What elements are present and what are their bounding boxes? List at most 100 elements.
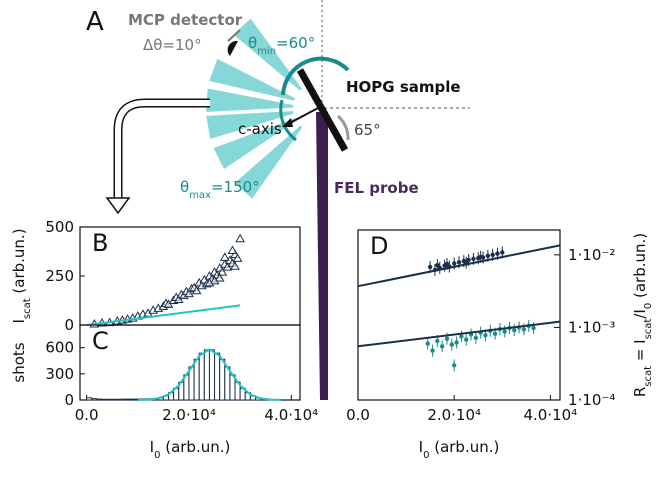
detector-wedge	[206, 88, 294, 112]
label: Δθ=10°	[143, 36, 202, 54]
data-point	[439, 344, 445, 349]
hist-bar	[86, 397, 93, 401]
label: θmax=150°	[180, 178, 260, 201]
hist-bar	[203, 349, 210, 401]
angle-arc	[336, 114, 350, 141]
hist-bar	[132, 398, 139, 401]
data-point	[204, 277, 215, 287]
data-point	[430, 348, 435, 353]
fel-beam	[316, 112, 328, 400]
data-point	[444, 336, 450, 341]
arrow-head	[282, 118, 293, 127]
y-tick-label: 250	[45, 267, 74, 285]
data-point	[490, 252, 495, 258]
panel-letter: B	[92, 229, 108, 257]
hist-bar	[198, 352, 205, 401]
y-tick-label: 500	[45, 218, 74, 236]
x-tick-label: 0.0	[75, 406, 99, 424]
c-axis-arrow	[287, 107, 319, 125]
data-point	[495, 251, 500, 256]
hist-bar	[188, 366, 195, 401]
x-tick-label: 2.0·10⁴	[162, 406, 216, 424]
hist-bar	[116, 398, 123, 401]
detector-wedge	[233, 18, 302, 91]
label-part: (arb.un.)	[10, 228, 28, 298]
y-axis-label: shots	[10, 342, 28, 382]
data-point	[214, 272, 225, 282]
data-point	[480, 255, 486, 260]
data-point	[485, 253, 491, 259]
data-point	[230, 261, 240, 270]
flow-arrow-inner	[115, 100, 210, 199]
data-point	[227, 245, 238, 255]
data-point	[459, 334, 464, 339]
detector-wedge	[206, 111, 294, 139]
data-point	[451, 363, 457, 368]
data-point	[466, 257, 471, 263]
data-point	[492, 331, 498, 336]
label-part: /I	[631, 309, 649, 318]
x-tick-label: 4.0·10⁴	[264, 406, 318, 424]
label-part: I	[10, 319, 28, 323]
theta-arc	[281, 56, 350, 96]
label-part: R	[631, 387, 649, 397]
flow-arrow	[113, 98, 210, 198]
label-part: scat	[643, 366, 654, 387]
data-point	[184, 288, 194, 298]
label-part: scat	[22, 298, 33, 319]
data-point	[232, 253, 243, 262]
data-point	[483, 333, 488, 338]
data-point	[456, 260, 462, 265]
label: θmin=60°	[248, 34, 315, 57]
detector-wedge	[209, 58, 295, 101]
y-tick-label: 1·10⁻²	[568, 246, 615, 264]
x-axis-label: I0 (arb.un.)	[150, 438, 231, 461]
fit-line	[137, 348, 282, 401]
panel-letter: A	[86, 7, 104, 37]
data-point	[435, 338, 440, 344]
label-part: = I	[631, 339, 649, 366]
label-part: 0	[423, 450, 429, 461]
y-tick-label: 1·10⁻⁴	[568, 391, 615, 409]
data-point	[531, 325, 536, 331]
x-tick-label: 0.0	[346, 406, 370, 424]
x-tick-label: 4.0·10⁴	[524, 406, 578, 424]
hist-bar	[91, 398, 98, 401]
data-point	[217, 267, 228, 276]
hist-bar	[219, 358, 226, 401]
label-part: θ	[248, 34, 257, 52]
schematic: A MCP detector Δθ=10° θmin=60° HOPG samp…	[86, 0, 470, 400]
label-part: min	[257, 46, 276, 57]
data-point	[451, 261, 457, 266]
hist-bar	[96, 398, 103, 401]
plot-frame	[79, 226, 301, 326]
data-point	[500, 250, 505, 255]
panel-letter: C	[92, 327, 109, 355]
data-point	[473, 335, 479, 340]
data-point	[235, 233, 246, 243]
y-tick-label: 600	[45, 339, 74, 357]
data-point	[219, 252, 230, 261]
y-axis-label: Iscat (arb.un.)	[10, 228, 33, 323]
label-part: (arb.un.)	[631, 233, 649, 303]
label: c-axis	[238, 120, 282, 138]
data-point	[502, 329, 507, 334]
label-part: I	[419, 438, 423, 456]
hist-bar	[214, 352, 221, 401]
label-part: =150°	[211, 178, 260, 196]
label-part: I	[150, 438, 154, 456]
hist-bar	[101, 398, 108, 401]
detector-motion	[227, 29, 241, 42]
label: HOPG sample	[346, 78, 461, 96]
detector-wedge	[213, 118, 297, 169]
theta-arc-low	[279, 99, 297, 142]
label: MCP detector	[128, 11, 243, 29]
hist-bar	[127, 398, 134, 401]
x-axis-label: I0 (arb.un.)	[419, 438, 500, 461]
y-tick-label: 1·10⁻³	[568, 318, 615, 336]
fit-line	[86, 304, 241, 326]
label-part: (arb.un.)	[160, 438, 230, 456]
y-tick-label: 0	[64, 316, 74, 334]
y-tick-label: 0	[64, 391, 74, 409]
